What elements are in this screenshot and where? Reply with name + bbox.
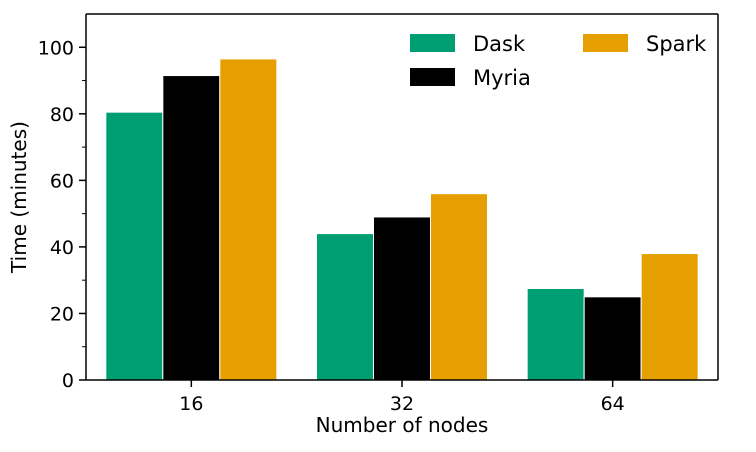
x-axis-title: Number of nodes [316, 413, 489, 437]
x-tick-label: 64 [601, 393, 625, 415]
y-tick-label: 80 [50, 104, 74, 126]
y-tick-label: 60 [50, 170, 74, 192]
legend-label-spark: Spark [646, 32, 707, 56]
bar-spark-16 [219, 58, 278, 381]
bar-dask-16 [105, 111, 164, 381]
y-tick-label: 20 [50, 303, 74, 325]
bars-layer [105, 58, 699, 381]
legend-swatch-dask [410, 34, 455, 52]
bar-myria-32 [373, 216, 431, 381]
bar-dask-64 [526, 288, 585, 381]
bar-spark-32 [430, 193, 488, 381]
y-tick-label: 40 [50, 237, 74, 259]
x-tick-label: 32 [390, 393, 414, 415]
legend: Dask Myria Spark [410, 32, 707, 90]
legend-swatch-myria [410, 68, 455, 86]
bar-dask-32 [316, 233, 374, 381]
legend-swatch-spark [583, 34, 628, 52]
bar-myria-64 [583, 296, 642, 381]
bar-spark-64 [640, 253, 699, 381]
y-tick-label: 0 [62, 370, 74, 392]
x-tick-label: 16 [179, 393, 203, 415]
bar-myria-16 [162, 75, 221, 381]
y-tick-label: 100 [38, 37, 74, 59]
ticks-layer: 0 20 40 60 80 100 16 32 64 [38, 37, 625, 415]
legend-label-myria: Myria [473, 66, 531, 90]
legend-label-dask: Dask [473, 32, 526, 56]
y-axis-title: Time (minutes) [7, 121, 31, 274]
